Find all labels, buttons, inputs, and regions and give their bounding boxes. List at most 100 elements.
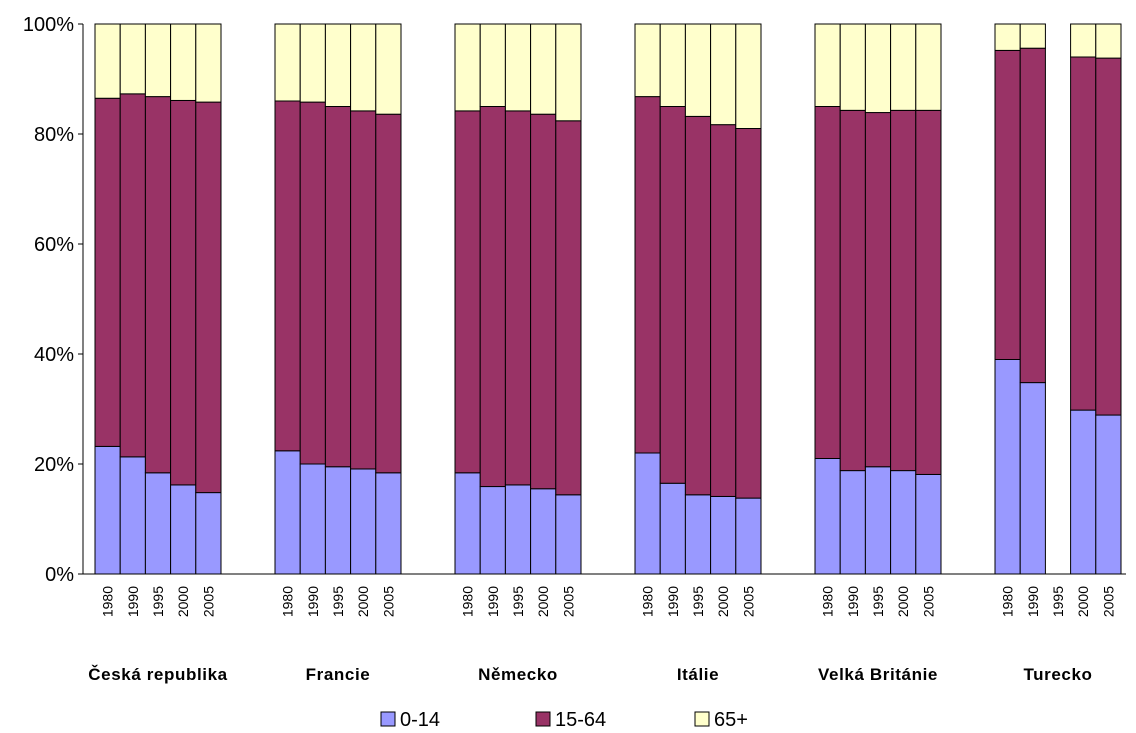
x-tick-label: 1995 xyxy=(690,586,706,617)
legend-swatch xyxy=(535,711,551,727)
group-label: Francie xyxy=(306,665,371,684)
bar-segment xyxy=(454,23,481,112)
bar-segment xyxy=(195,101,222,494)
bar-segment xyxy=(735,128,762,499)
x-tick-label: 2000 xyxy=(1075,586,1091,617)
bar-segment xyxy=(504,484,532,575)
x-tick-label: 1980 xyxy=(460,586,476,617)
bar-segment xyxy=(814,458,841,575)
bar-segment xyxy=(454,110,481,474)
x-tick-label: 2005 xyxy=(200,586,216,617)
bar-segment xyxy=(299,101,326,465)
bar-segment xyxy=(350,23,377,112)
x-tick-label: 2000 xyxy=(715,586,731,617)
x-tick-label: 1990 xyxy=(1025,586,1041,617)
bar-segment xyxy=(890,109,917,472)
bar-segment xyxy=(864,23,892,114)
bar-segment xyxy=(1070,56,1097,411)
bar-segment xyxy=(1019,382,1046,575)
bar-segment xyxy=(994,359,1021,575)
x-tick-label: 1980 xyxy=(1000,586,1016,617)
bar-segment xyxy=(555,120,582,496)
bar-segment xyxy=(864,112,892,468)
x-tick-label: 1980 xyxy=(640,586,656,617)
group-label: Česká republika xyxy=(88,665,227,684)
bar-segment xyxy=(324,466,352,575)
bar-segment xyxy=(1070,23,1097,58)
bar-segment xyxy=(274,100,301,452)
bar-segment xyxy=(94,445,121,575)
bar-segment xyxy=(479,23,506,107)
bar-segment xyxy=(634,96,661,454)
bar-segment xyxy=(299,23,326,103)
bar-segment xyxy=(454,472,481,575)
x-tick-label: 1990 xyxy=(125,586,141,617)
x-tick-label: 1980 xyxy=(280,586,296,617)
bar-segment xyxy=(1019,23,1046,49)
bar-segment xyxy=(530,113,557,490)
group-label: Itálie xyxy=(677,665,719,684)
x-tick-label: 1995 xyxy=(330,586,346,617)
bar-segment xyxy=(1095,23,1122,59)
bar-segment xyxy=(94,23,121,99)
x-tick-label: 2005 xyxy=(380,586,396,617)
y-tick-label: 60% xyxy=(34,234,74,256)
bar-segment xyxy=(479,486,506,575)
bar-segment xyxy=(195,23,222,103)
bar-segment xyxy=(504,23,532,112)
bar-segment xyxy=(890,470,917,575)
bar-segment xyxy=(375,23,402,115)
x-tick-label: 2005 xyxy=(1100,586,1116,617)
bar-segment xyxy=(479,106,506,488)
x-tick-label: 1980 xyxy=(100,586,116,617)
bar-segment xyxy=(170,23,197,101)
bar-segment xyxy=(839,470,866,575)
x-tick-label: 1995 xyxy=(1050,586,1066,617)
x-tick-label: 1995 xyxy=(870,586,886,617)
bar-segment xyxy=(274,450,301,575)
bar-segment xyxy=(555,23,582,122)
bar-segment xyxy=(144,96,172,474)
x-tick-label: 1990 xyxy=(845,586,861,617)
bar-segment xyxy=(530,488,557,575)
group-label: Velká Británie xyxy=(818,665,938,684)
bar-segment xyxy=(1095,414,1122,575)
bar-segment xyxy=(684,494,712,575)
bar-segment xyxy=(350,110,377,470)
bar-segment xyxy=(1019,47,1046,384)
bar-segment xyxy=(710,495,737,575)
bar-segment xyxy=(710,124,737,497)
bar-segment xyxy=(735,497,762,575)
bar-segment xyxy=(735,23,762,129)
legend-label: 65+ xyxy=(714,709,748,731)
x-tick-label: 1995 xyxy=(150,586,166,617)
bar-segment xyxy=(890,23,917,111)
bar-segment xyxy=(994,49,1021,361)
bar-segment xyxy=(299,463,326,575)
bar-segment xyxy=(864,466,892,575)
bar-segment xyxy=(684,115,712,496)
group-label: Německo xyxy=(478,665,558,684)
bar-segment xyxy=(274,23,301,102)
bar-segment xyxy=(634,23,661,98)
bar-segment xyxy=(1070,409,1097,575)
x-tick-label: 1980 xyxy=(820,586,836,617)
bar-segment xyxy=(814,23,841,107)
bar-segment xyxy=(530,23,557,115)
bar-segment xyxy=(659,482,686,575)
bar-segment xyxy=(170,484,197,575)
y-tick-label: 40% xyxy=(34,344,74,366)
x-tick-label: 2005 xyxy=(920,586,936,617)
x-tick-label: 2005 xyxy=(740,586,756,617)
bar-segment xyxy=(144,23,172,98)
bar-segment xyxy=(994,23,1021,51)
bar-segment xyxy=(915,109,942,475)
bar-segment xyxy=(324,23,352,107)
bar-segment xyxy=(1095,57,1122,416)
y-tick-label: 0% xyxy=(45,564,74,586)
x-tick-label: 1990 xyxy=(305,586,321,617)
x-tick-label: 1995 xyxy=(510,586,526,617)
bar-segment xyxy=(915,23,942,111)
